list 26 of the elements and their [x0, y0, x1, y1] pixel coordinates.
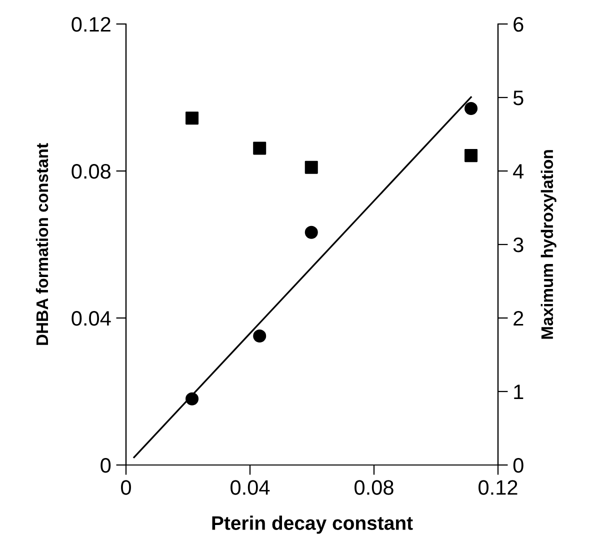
point — [253, 142, 266, 155]
y2-tick-label: 3 — [513, 238, 524, 252]
x-tick-label: 0.04 — [230, 480, 270, 495]
point — [304, 160, 318, 174]
y2-tick-label: 6 — [514, 17, 524, 32]
point — [464, 102, 478, 116]
x-tick-label: 0.08 — [354, 480, 394, 495]
x-axis-title: Pterin decay constant — [212, 516, 413, 534]
y-tick-label: 0 — [100, 458, 111, 473]
x-tick-label: 0 — [121, 480, 131, 495]
y-tick-label: 0.04 — [72, 311, 111, 326]
point — [186, 392, 199, 406]
y2-tick-label: 1 — [514, 384, 524, 400]
y2-axis-title: Maximum hydroxylation — [540, 150, 556, 339]
y-tick-label: 0.08 — [72, 164, 111, 179]
point — [186, 112, 199, 125]
y2-tick-label: 4 — [513, 164, 524, 179]
point — [304, 226, 318, 239]
y2-tick-label: 5 — [513, 90, 524, 106]
y2-tick-label: 0 — [513, 458, 524, 473]
x-tick-label: 0.12 — [478, 480, 518, 495]
y2-tick-label: 2 — [514, 311, 524, 326]
y-axis-title: DHBA formation constant — [36, 143, 48, 345]
point — [464, 149, 478, 162]
point — [253, 330, 266, 343]
y-tick-label: 0.12 — [72, 17, 110, 32]
